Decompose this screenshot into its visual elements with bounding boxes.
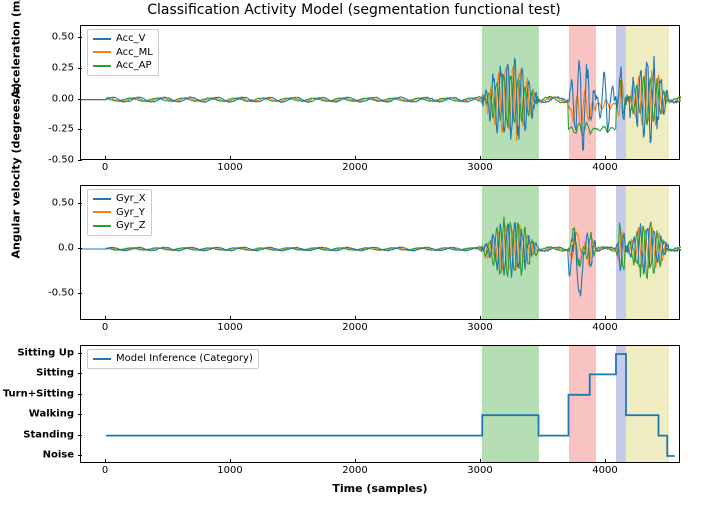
p1-legend: Acc_V Acc_ML Acc_AP: [87, 29, 159, 76]
line-swatch-icon: [93, 225, 111, 227]
p2-legend-item-2: Gyr_Z: [93, 219, 146, 233]
p1-legend-item-1: Acc_ML: [93, 46, 153, 60]
p3-yticks: NoiseStandingWalkingTurn+SittingSittingS…: [0, 345, 78, 463]
p1-legend-item-2: Acc_AP: [93, 59, 153, 73]
p2-legend-item-1: Gyr_Y: [93, 206, 146, 220]
p2-legend-label-0: Gyr_X: [116, 192, 146, 206]
p1-legend-label-2: Acc_AP: [116, 59, 152, 73]
p2-yticks: 0.00.50-0.50: [0, 185, 78, 320]
p1-legend-label-0: Acc_V: [116, 32, 146, 46]
p2-legend-label-1: Gyr_Y: [116, 206, 145, 220]
p3-legend-label-0: Model Inference (Category): [116, 352, 253, 366]
panel-inference: Model Inference (Category): [80, 345, 680, 463]
panel-acceleration: Acc_V Acc_ML Acc_AP: [80, 25, 680, 160]
line-swatch-icon: [93, 38, 111, 40]
line-swatch-icon: [93, 198, 111, 200]
line-swatch-icon: [93, 358, 111, 360]
xlabel: Time (samples): [80, 482, 680, 495]
p2-legend-label-2: Gyr_Z: [116, 219, 146, 233]
p1-xticks: 01000200030004000: [80, 160, 680, 174]
p3-xticks: 01000200030004000: [80, 463, 680, 477]
figure-title: Classification Activity Model (segmentat…: [0, 2, 708, 18]
figure: Classification Activity Model (segmentat…: [0, 0, 708, 510]
panel-gyroscope: Gyr_X Gyr_Y Gyr_Z: [80, 185, 680, 320]
line-swatch-icon: [93, 65, 111, 67]
line-swatch-icon: [93, 211, 111, 213]
p1-legend-item-0: Acc_V: [93, 32, 153, 46]
line-swatch-icon: [93, 51, 111, 53]
p3-legend-item-0: Model Inference (Category): [93, 352, 253, 366]
p2-legend-item-0: Gyr_X: [93, 192, 146, 206]
p2-plot: [81, 186, 681, 321]
p1-plot: [81, 26, 681, 161]
p1-legend-label-1: Acc_ML: [116, 46, 153, 60]
p2-legend: Gyr_X Gyr_Y Gyr_Z: [87, 189, 152, 236]
p2-xticks: 01000200030004000: [80, 320, 680, 334]
p3-legend: Model Inference (Category): [87, 349, 259, 369]
